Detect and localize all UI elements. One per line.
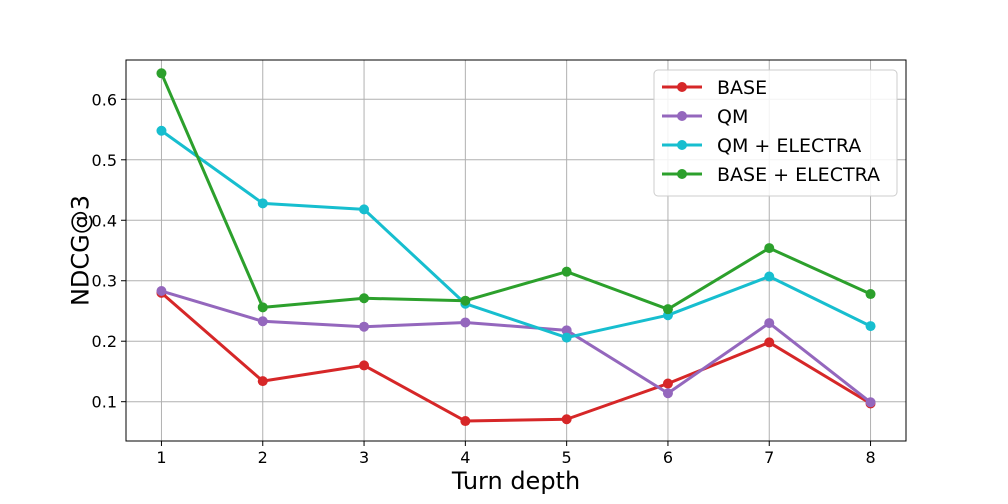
data-point-qm-electra — [257, 198, 268, 209]
x-tick-label: 1 — [156, 448, 166, 467]
data-point-base-electra — [156, 68, 167, 79]
data-point-qm-electra — [764, 271, 775, 282]
data-point-qm — [561, 325, 572, 336]
data-point-qm-electra — [156, 125, 167, 136]
data-point-qm-electra — [561, 332, 572, 343]
legend-label: BASE — [717, 77, 767, 99]
x-tick-label: 6 — [663, 448, 673, 467]
data-point-qm — [156, 286, 167, 297]
series-line-qm — [161, 289, 872, 404]
data-point-base — [662, 378, 673, 389]
data-point-base — [460, 416, 471, 427]
data-point-qm — [460, 317, 471, 328]
legend-marker — [677, 169, 687, 179]
data-point-qm — [662, 388, 673, 399]
legend-box — [653, 69, 898, 197]
legend: BASE QM QM + ELECTRA BASE + ELECTRA — [653, 69, 898, 197]
data-point-base-electra — [764, 243, 775, 254]
x-tick-label: 4 — [460, 448, 470, 467]
legend-marker — [677, 82, 687, 92]
series-line-base-electra — [160, 72, 872, 311]
legend-marker — [677, 111, 687, 121]
x-tick-label: 2 — [258, 448, 268, 467]
legend-label: BASE + ELECTRA — [717, 164, 880, 186]
data-point-base-electra — [257, 302, 268, 313]
plot-area-frame — [125, 59, 907, 442]
y-tick-label: 0.6 — [92, 90, 117, 109]
data-point-qm — [865, 397, 876, 408]
data-point-qm — [359, 321, 370, 332]
x-tick-label: 3 — [359, 448, 369, 467]
data-point-base-electra — [662, 304, 673, 315]
y-tick-label: 0.2 — [92, 332, 117, 351]
data-point-base-electra — [359, 293, 370, 304]
x-tick-label: 7 — [764, 448, 774, 467]
x-axis-title: Turn depth — [451, 467, 580, 495]
y-tick-label: 0.5 — [92, 151, 117, 170]
series-line-base — [160, 291, 872, 423]
y-tick-label: 0.4 — [92, 211, 117, 230]
data-point-base — [359, 360, 370, 371]
axis-ticks: 1 2 3 4 5 6 7 8 0.1 0.2 0.3 0.4 0.5 0.6 — [92, 90, 876, 467]
data-point-qm — [257, 316, 268, 327]
series-lines — [156, 68, 876, 427]
data-point-base — [561, 414, 572, 425]
legend-label: QM — [717, 106, 748, 128]
data-point-base-electra — [561, 266, 572, 277]
x-tick-label: 8 — [865, 448, 875, 467]
data-point-qm-electra — [359, 204, 370, 215]
legend-label: QM + ELECTRA — [717, 135, 861, 157]
data-point-base — [257, 376, 268, 387]
y-tick-label: 0.1 — [92, 393, 117, 412]
data-point-qm-electra — [865, 321, 876, 332]
y-tick-label: 0.3 — [92, 272, 117, 291]
legend-marker — [677, 140, 687, 150]
y-axis-title: NDCG@3 — [66, 195, 94, 306]
data-point-qm — [764, 318, 775, 329]
data-point-base-electra — [460, 295, 471, 306]
data-point-base-electra — [865, 289, 876, 300]
series-line-qm-electra — [160, 129, 872, 340]
data-point-base — [764, 337, 775, 348]
x-tick-label: 5 — [562, 448, 572, 467]
